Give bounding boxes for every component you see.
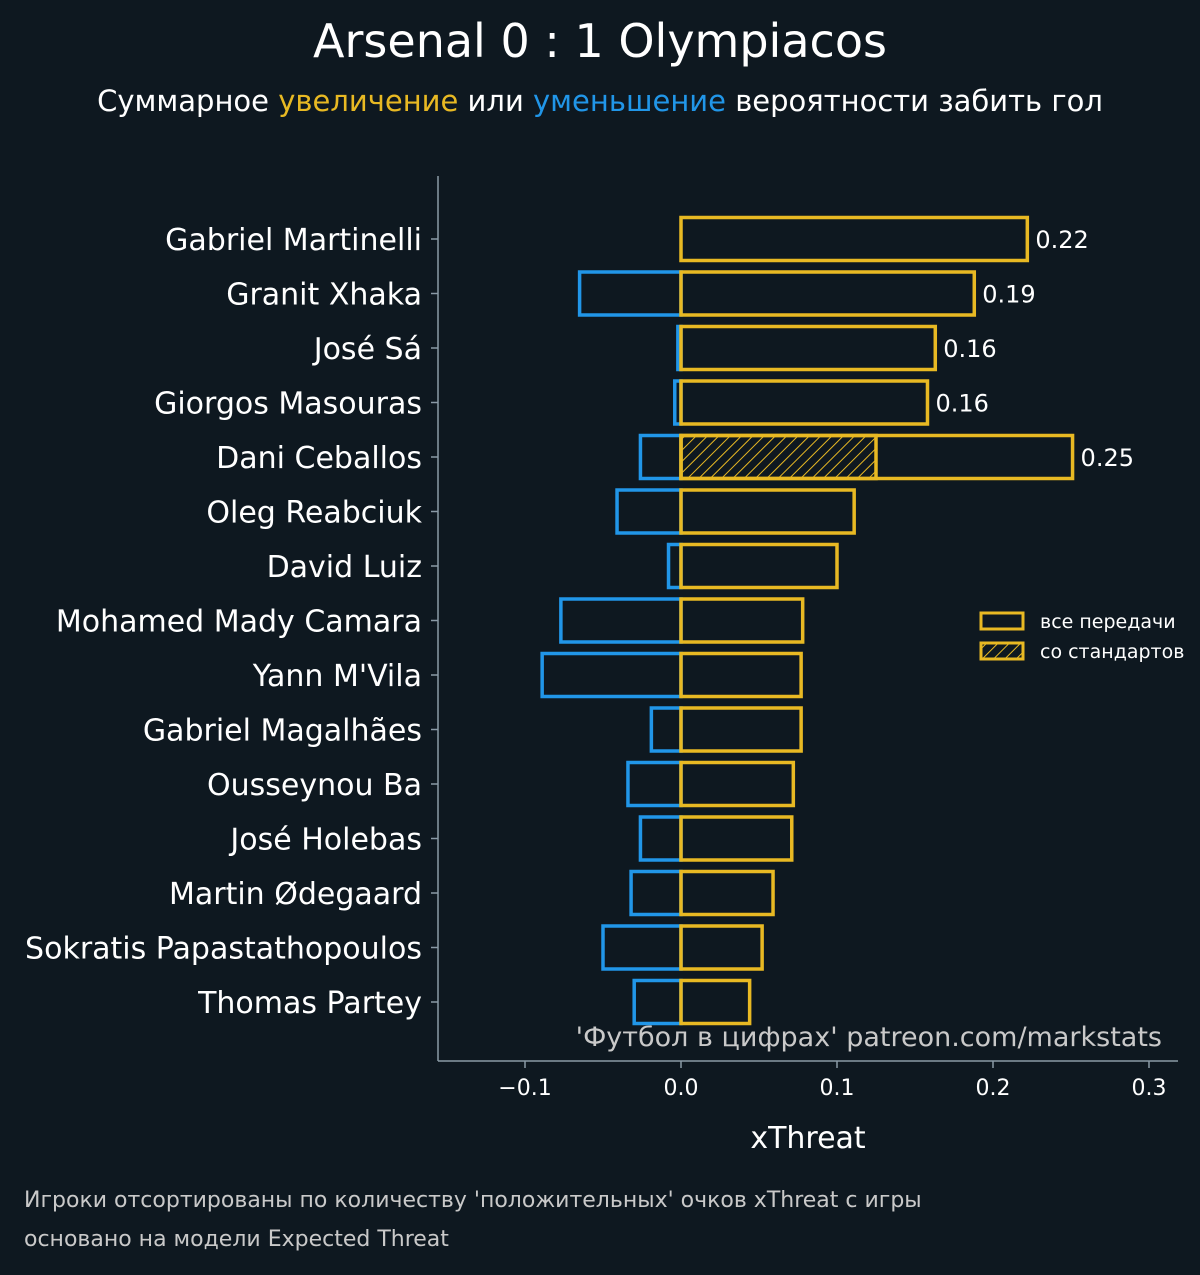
x-tick-label: 0.3 [1132,1076,1167,1101]
positive-bar [679,815,794,862]
player-label: Gabriel Magalhães [143,714,422,749]
chart-title: Arsenal 0 : 1 Olympiacos [313,14,887,68]
player-label: Martin Ødegaard [169,877,422,912]
watermark: 'Футбол в цифрах' patreon.com/markstats [576,1022,1162,1053]
player-label: Oleg Reabciuk [206,496,422,531]
player-label: José Holebas [228,823,422,858]
player-label: Sokratis Papastathopoulos [25,932,422,967]
positive-bar [679,379,930,426]
set-piece-bar [679,433,878,481]
x-axis-label: xThreat [750,1121,866,1156]
negative-bar [577,270,683,317]
subtitle-part-3: вероятности забить гол [725,84,1103,118]
player-label: Giorgos Masouras [154,387,422,422]
value-label: 0.22 [1035,226,1088,254]
negative-bar [666,542,683,590]
x-tick-label: 0.1 [820,1076,855,1101]
positive-bar [679,215,1030,263]
positive-bar [679,488,856,535]
value-label: 0.16 [935,390,988,418]
positive-bar [679,760,796,808]
x-tick-label: −0.1 [498,1076,551,1101]
footnote-model: основано на модели Expected Threat [24,1227,449,1252]
chart-subtitle: Суммарное увеличение или уменьшение веро… [0,84,1200,118]
positive-bar [679,597,805,644]
negative-bar [559,597,683,644]
subtitle-part-2: или [458,84,534,118]
negative-bar [626,760,683,808]
negative-bar [540,651,683,699]
legend-label-all-passes: все передачи [1040,611,1176,633]
player-label: Ousseynou Ba [207,768,422,803]
legend-label-set-pieces: со стандартов [1040,641,1184,663]
positive-bar [679,706,803,753]
value-label: 0.19 [982,281,1035,309]
legend-swatch-set-pieces [979,641,1025,661]
player-label: Yann M'Vila [252,659,422,694]
positive-bar [679,433,1075,481]
positive-bar [679,651,803,699]
player-label: Dani Ceballos [216,441,422,476]
negative-bar [649,706,683,753]
player-label: Gabriel Martinelli [165,223,422,258]
player-label: José Sá [312,332,422,367]
negative-bar [638,815,683,862]
player-label: Thomas Partey [197,986,422,1021]
negative-bar [615,488,683,535]
positive-bar [679,869,775,917]
subtitle-positive-word: увеличение [278,84,459,118]
value-label: 0.16 [943,335,996,363]
x-tick-label: 0.2 [976,1076,1011,1101]
player-label: David Luiz [267,550,422,585]
positive-bar [679,978,752,1026]
subtitle-negative-word: уменьшение [533,84,726,118]
player-label: Mohamed Mady Camara [56,605,422,640]
negative-bar [632,978,683,1026]
positive-bar [679,542,839,590]
positive-bar [679,324,938,372]
player-label: Granit Xhaka [226,278,422,313]
legend-swatch-all-passes [979,611,1025,631]
subtitle-part-1: Суммарное [97,84,279,118]
negative-bar [601,924,683,971]
positive-bar [679,270,977,317]
positive-bar [679,924,764,971]
negative-bar [638,433,683,481]
negative-bar [629,869,683,917]
x-tick-label: 0.0 [664,1076,699,1101]
value-label: 0.25 [1081,444,1134,472]
footnote-sorting: Игроки отсортированы по количеству 'поло… [24,1188,922,1213]
